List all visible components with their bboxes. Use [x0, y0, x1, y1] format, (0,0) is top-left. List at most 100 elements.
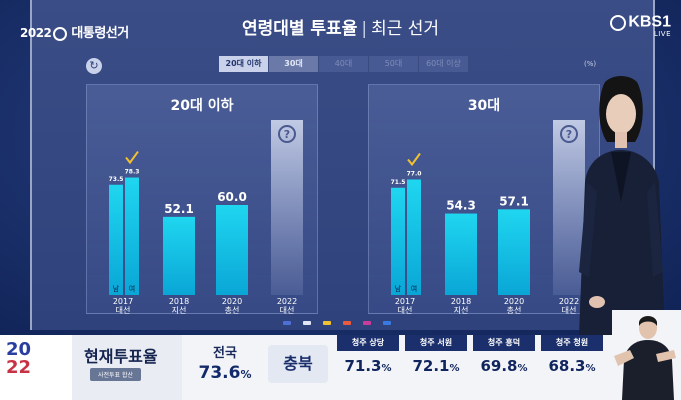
bar-sublabel: 남 [113, 284, 120, 293]
title-separator: | [361, 19, 368, 39]
ticker-year: 20 22 [6, 339, 32, 378]
ticker-year-logo: 20 22 [0, 335, 72, 400]
bar [391, 187, 405, 295]
strip-mark [383, 321, 391, 325]
national-turnout: 전국 73.6% [190, 335, 260, 400]
broadcaster-logo: KBS1 LIVE [610, 12, 671, 38]
value-label: 57.1 [499, 194, 529, 208]
tab-age-50[interactable]: 50대 [369, 56, 419, 72]
turnout-ticker: 20 22 현재투표율 사전투표 합산 전국 73.6% 충북 청주 상당 71.… [0, 335, 681, 400]
check-icon [407, 152, 421, 167]
unit-label: (%) [584, 60, 597, 68]
chart-title: 30대 [467, 98, 501, 114]
logo-circle-icon [53, 26, 68, 41]
region-label: 충북 [268, 345, 328, 383]
strip-mark [323, 321, 331, 325]
presenter [579, 76, 665, 335]
district-name: 청주 서원 [405, 335, 467, 351]
national-value: 73.6% [198, 363, 252, 383]
district-name: 청주 상당 [337, 335, 399, 351]
district-value: 68.3% [548, 357, 596, 375]
age-tabs: 20대 이하 30대 40대 50대 60대 이상 [219, 56, 469, 72]
category-name: 총선 [225, 306, 240, 315]
bar [498, 209, 530, 295]
tab-age-30[interactable]: 30대 [269, 56, 319, 72]
district-value: 71.3% [344, 357, 392, 375]
bar [125, 177, 139, 295]
category-year: 2022 [559, 297, 579, 306]
unknown-bar [271, 120, 303, 295]
category-name: 대선 [116, 306, 131, 315]
tab-age-40[interactable]: 40대 [319, 56, 369, 72]
district-value: 69.8% [480, 357, 528, 375]
bar [216, 205, 248, 295]
page-title: 연령대별 투표율 | 최근 선거 [0, 14, 681, 39]
question-mark: ? [284, 128, 290, 141]
category-year: 2018 [169, 297, 189, 306]
value-label: 78.3 [125, 169, 140, 176]
refresh-icon[interactable]: ↻ [86, 58, 102, 74]
bar-sublabel: 남 [395, 284, 402, 293]
district-card: 청주 흥덕 69.8% [473, 335, 535, 395]
value-label: 71.5 [391, 179, 406, 186]
category-year: 2020 [222, 297, 242, 306]
strip-mark [343, 321, 351, 325]
value-label: 52.1 [164, 202, 194, 216]
bar-chart-20s: 73.5남78.3여52.160.0?2017대선2018지선2020총선202… [109, 120, 303, 315]
bar [109, 184, 123, 295]
district-card: 청주 청원 68.3% [541, 335, 603, 395]
question-mark: ? [566, 128, 572, 141]
tab-age-60[interactable]: 60대 이상 [419, 56, 469, 72]
sign-language-interpreter [612, 310, 681, 400]
category-name: 대선 [562, 306, 577, 315]
question-icon [560, 125, 578, 143]
district-card: 청주 서원 72.1% [405, 335, 467, 395]
check-icon [125, 150, 139, 165]
bar [445, 213, 477, 295]
color-strip [283, 321, 391, 325]
category-year: 2022 [277, 297, 297, 306]
title-sub: 최근 선거 [371, 19, 440, 39]
category-year: 2020 [504, 297, 524, 306]
bar-sublabel: 여 [129, 284, 135, 293]
category-year: 2017 [395, 297, 415, 306]
broadcast-stage: 2022 대통령선거 KBS1 LIVE 연령대별 투표율 | 최근 선거 ↻ 20대… [0, 0, 681, 335]
bar-sublabel: 여 [411, 284, 417, 293]
kbs-name: KBS1 [628, 13, 671, 31]
district-name: 청주 청원 [541, 335, 603, 351]
turnout-title: 현재투표율 [84, 347, 158, 366]
title-main: 연령대별 투표율 [241, 19, 358, 39]
category-name: 총선 [507, 306, 522, 315]
category-name: 지선 [172, 306, 187, 315]
district-value: 72.1% [412, 357, 460, 375]
district-name: 청주 흥덕 [473, 335, 535, 351]
value-label: 77.0 [407, 171, 422, 178]
chart-panel-20s: 20대 이하 73.5 남 78.3 여 52.1 60.0? 2017 대선 2018 지선 20… [86, 84, 318, 315]
category-name: 대선 [280, 306, 295, 315]
category-name: 대선 [398, 306, 413, 315]
strip-mark [283, 321, 291, 325]
value-label: 73.5 [109, 176, 124, 183]
category-year: 2017 [113, 297, 133, 306]
bar [407, 179, 421, 295]
chart-panel-30s: 30대 71.5 남 77.0 여 54.3 57.1? 2017 대선 2018 지선 2020 총… [368, 84, 600, 315]
value-label: 60.0 [217, 190, 247, 204]
turnout-heading: 현재투표율 사전투표 합산 [72, 335, 182, 400]
bar [163, 216, 195, 295]
live-badge: LIVE [653, 29, 671, 38]
kbs-circle-icon [610, 14, 627, 31]
strip-mark [363, 321, 371, 325]
logo-name: 대통령선거 [71, 26, 129, 41]
chart-title: 20대 이하 [170, 98, 234, 114]
election-logo: 2022 대통령선거 [20, 22, 129, 41]
category-year: 2018 [451, 297, 471, 306]
turnout-note: 사전투표 합산 [90, 368, 142, 381]
value-label: 54.3 [446, 199, 476, 213]
strip-mark [303, 321, 311, 325]
district-card: 청주 상당 71.3% [337, 335, 399, 395]
logo-year: 2022 [20, 26, 52, 40]
tab-age-20[interactable]: 20대 이하 [219, 56, 269, 72]
national-label: 전국 [213, 346, 237, 361]
category-name: 지선 [454, 306, 469, 315]
